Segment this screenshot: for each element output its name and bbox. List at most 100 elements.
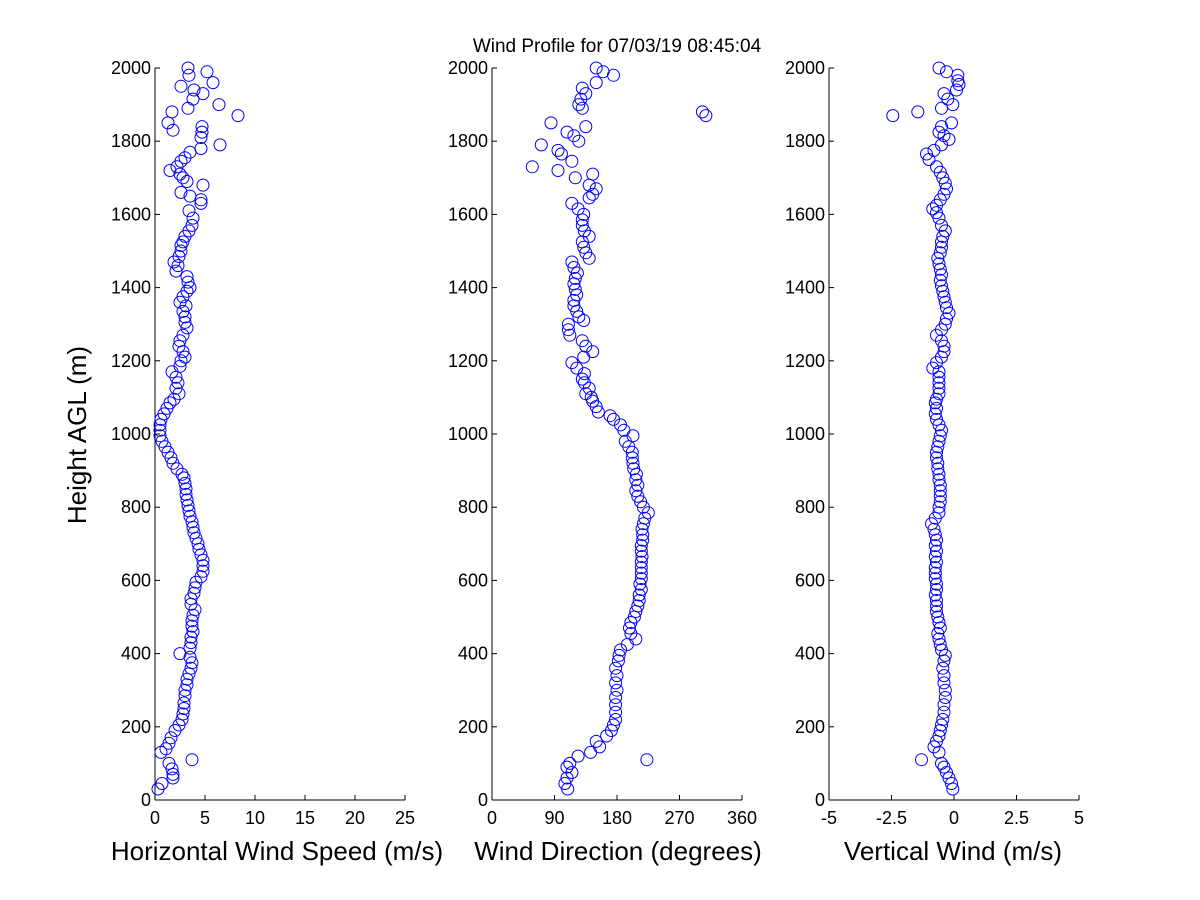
data-point xyxy=(169,381,183,395)
data-point xyxy=(176,328,190,342)
data-point xyxy=(933,478,947,492)
data-point xyxy=(196,178,210,192)
data-point xyxy=(936,171,950,185)
data-point xyxy=(937,669,951,683)
data-point xyxy=(609,676,623,690)
data-point xyxy=(940,301,953,315)
data-point xyxy=(626,456,640,470)
data-point xyxy=(176,171,190,185)
data-point xyxy=(935,718,948,732)
data-point xyxy=(932,506,946,520)
data-point xyxy=(579,120,593,134)
data-point xyxy=(194,142,208,155)
data-point xyxy=(182,504,196,518)
data-point xyxy=(614,643,627,657)
data-point xyxy=(634,572,648,586)
data-point xyxy=(936,229,950,243)
data-point xyxy=(932,473,946,487)
data-point xyxy=(932,467,946,481)
data-point xyxy=(568,282,582,296)
y-tick-label: 1000 xyxy=(111,424,151,444)
data-point xyxy=(178,310,192,324)
data-point xyxy=(565,356,579,370)
data-point xyxy=(930,401,943,415)
y-tick-label: 600 xyxy=(121,570,151,590)
data-point xyxy=(586,167,600,181)
data-point xyxy=(629,484,643,498)
data-point xyxy=(563,328,577,342)
x-tick-label: 2.5 xyxy=(1004,808,1029,828)
data-point xyxy=(886,109,900,123)
data-point xyxy=(632,588,646,602)
data-point xyxy=(933,495,947,509)
x-tick-label: 360 xyxy=(727,808,757,828)
data-point xyxy=(634,539,648,553)
data-point xyxy=(604,724,618,737)
data-point xyxy=(572,310,586,324)
data-point xyxy=(937,345,951,359)
data-point xyxy=(935,279,948,293)
data-point xyxy=(572,98,586,112)
data-point xyxy=(560,125,574,139)
data-point xyxy=(935,218,948,232)
data-point xyxy=(175,713,189,726)
data-point xyxy=(551,164,565,177)
y-tick-label: 2000 xyxy=(448,58,488,78)
y-tick-label: 800 xyxy=(121,497,151,517)
data-point xyxy=(182,68,196,82)
data-point xyxy=(565,154,579,168)
data-point xyxy=(596,65,610,79)
data-point xyxy=(930,451,943,465)
panel-horizontal-wind-speed: 0 200 400 600 800 1000 1200 1400 1600 1800 2000 0 5 1… xyxy=(111,58,443,866)
data-point xyxy=(932,370,946,384)
x-tick-label: 5 xyxy=(200,808,210,828)
data-point xyxy=(183,641,197,655)
data-point xyxy=(560,760,574,774)
data-point xyxy=(930,577,943,591)
data-point xyxy=(938,691,952,704)
data-point xyxy=(942,132,956,146)
y-tick-label: 800 xyxy=(458,497,488,517)
data-point xyxy=(200,65,214,79)
data-point xyxy=(927,740,941,754)
y-tick-label: 1600 xyxy=(448,204,488,224)
data-point xyxy=(911,105,925,119)
data-point xyxy=(185,218,199,232)
x-tick-label: 0 xyxy=(487,808,497,828)
data-point xyxy=(935,643,948,657)
data-point xyxy=(624,627,638,640)
data-point xyxy=(181,61,195,75)
data-point xyxy=(634,561,648,575)
y-tick-label: 1400 xyxy=(111,278,151,298)
data-point xyxy=(177,696,191,710)
data-point xyxy=(932,125,946,139)
x-tick-label: 20 xyxy=(345,808,365,828)
data-point xyxy=(940,312,953,326)
panel-vertical-wind: 0 200 400 600 800 1000 1200 1400 1600 1800 2000 -5 -… xyxy=(785,58,1084,866)
data-point xyxy=(162,736,176,750)
data-point xyxy=(182,204,196,218)
data-point xyxy=(187,526,201,540)
y-tick-label: 400 xyxy=(121,644,151,664)
data-point xyxy=(194,196,208,210)
x-tick-label: -5 xyxy=(821,808,837,828)
y-tick-label: 1800 xyxy=(448,131,488,151)
x-axis-label: Wind Direction (degrees) xyxy=(474,836,762,866)
data-point xyxy=(589,182,603,196)
y-tick-label: 200 xyxy=(121,717,151,737)
data-point xyxy=(930,160,943,174)
data-point xyxy=(938,295,952,309)
data-point xyxy=(626,429,640,443)
data-point xyxy=(932,381,946,395)
data-point xyxy=(634,566,648,580)
data-point xyxy=(928,550,942,564)
data-point xyxy=(612,648,626,662)
data-point xyxy=(950,83,963,97)
y-tick-label: 0 xyxy=(141,790,151,810)
data-point xyxy=(931,456,945,470)
data-point xyxy=(933,429,947,443)
y-tick-label: 1400 xyxy=(448,278,488,298)
data-point xyxy=(928,588,942,602)
data-point xyxy=(163,396,177,410)
data-point xyxy=(940,65,953,79)
